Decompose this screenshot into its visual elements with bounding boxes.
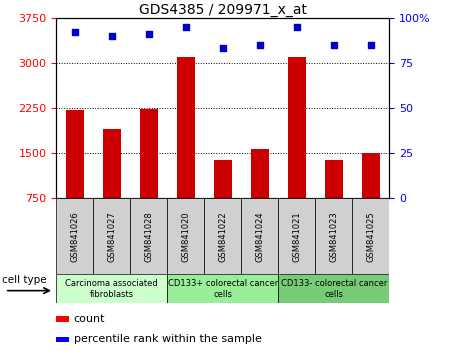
Bar bbox=[176, 57, 195, 244]
Bar bbox=[251, 149, 269, 244]
Bar bbox=[56, 337, 69, 342]
Bar bbox=[361, 153, 380, 244]
Text: CD133- colorectal cancer
cells: CD133- colorectal cancer cells bbox=[280, 279, 387, 298]
Text: count: count bbox=[74, 314, 105, 324]
Bar bbox=[324, 160, 343, 244]
Point bbox=[256, 42, 263, 47]
Point bbox=[108, 33, 115, 39]
Bar bbox=[66, 110, 84, 244]
Bar bbox=[288, 57, 306, 244]
Bar bbox=[352, 198, 389, 274]
Bar bbox=[241, 198, 278, 274]
Text: GSM841024: GSM841024 bbox=[255, 211, 264, 262]
Bar bbox=[167, 274, 278, 303]
Bar bbox=[56, 274, 167, 303]
Text: GSM841028: GSM841028 bbox=[144, 211, 153, 262]
Text: Carcinoma associated
fibroblasts: Carcinoma associated fibroblasts bbox=[65, 279, 158, 298]
Bar bbox=[56, 316, 69, 322]
Point bbox=[182, 24, 189, 29]
Point bbox=[293, 24, 300, 29]
Text: GSM841021: GSM841021 bbox=[292, 211, 301, 262]
Bar bbox=[315, 198, 352, 274]
Bar bbox=[213, 160, 232, 244]
Title: GDS4385 / 209971_x_at: GDS4385 / 209971_x_at bbox=[139, 3, 307, 17]
Bar bbox=[278, 274, 389, 303]
Point bbox=[367, 42, 374, 47]
Bar bbox=[167, 198, 204, 274]
Text: GSM841023: GSM841023 bbox=[329, 211, 338, 262]
Bar bbox=[140, 109, 158, 244]
Text: GSM841022: GSM841022 bbox=[218, 211, 227, 262]
Point bbox=[71, 29, 78, 35]
Bar bbox=[204, 198, 241, 274]
Point bbox=[219, 46, 226, 51]
Point bbox=[145, 31, 153, 37]
Text: CD133+ colorectal cancer
cells: CD133+ colorectal cancer cells bbox=[167, 279, 278, 298]
Text: percentile rank within the sample: percentile rank within the sample bbox=[74, 335, 261, 344]
Bar bbox=[56, 198, 93, 274]
Bar bbox=[103, 129, 121, 244]
Bar bbox=[130, 198, 167, 274]
Bar bbox=[93, 198, 130, 274]
Text: GSM841025: GSM841025 bbox=[366, 211, 375, 262]
Text: cell type: cell type bbox=[2, 275, 47, 285]
Text: GSM841027: GSM841027 bbox=[107, 211, 116, 262]
Text: GSM841026: GSM841026 bbox=[70, 211, 79, 262]
Bar bbox=[278, 198, 315, 274]
Text: GSM841020: GSM841020 bbox=[181, 211, 190, 262]
Point bbox=[330, 42, 338, 47]
